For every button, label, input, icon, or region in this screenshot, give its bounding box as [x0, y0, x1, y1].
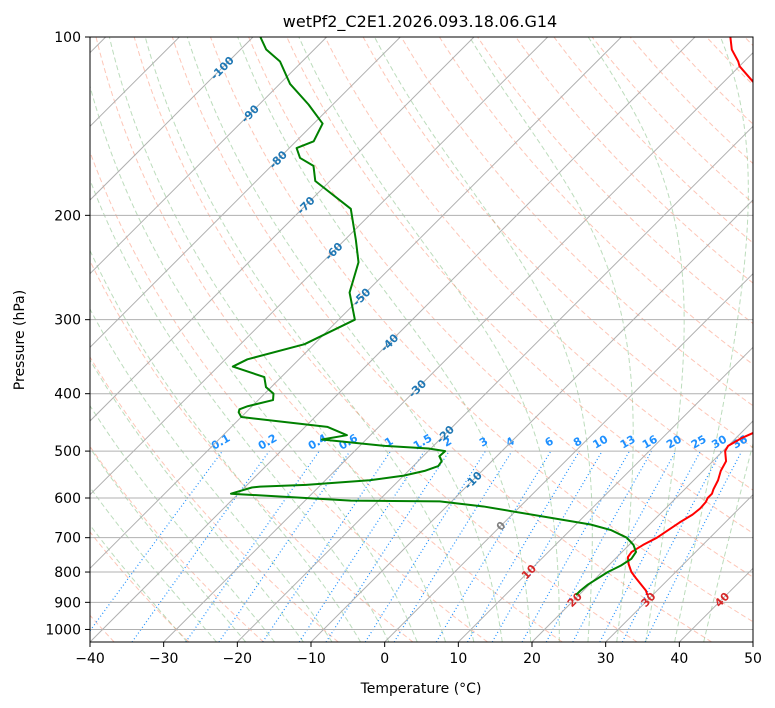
isotherm-line	[90, 37, 549, 496]
moist-adiabat	[469, 37, 634, 642]
dry-adiabat	[95, 37, 563, 642]
y-axis-label: Pressure (hPa)	[12, 290, 28, 390]
moist-adiabat	[674, 37, 749, 642]
x-tick-label: 20	[523, 651, 541, 667]
dry-adiabat	[90, 356, 339, 642]
y-tick-label: 400	[54, 387, 81, 403]
isotherm-line	[90, 37, 622, 570]
chart-title: wetPf2_C2E1.2026.093.18.06.G14	[283, 12, 557, 32]
moist-adiabat	[90, 308, 333, 642]
isotherm-line	[163, 51, 753, 642]
isotherm-line	[384, 272, 753, 642]
x-tick-label: 10	[449, 651, 467, 667]
dry-adiabat	[553, 37, 753, 244]
dry-adiabat	[324, 37, 753, 491]
x-tick-label: −40	[75, 651, 105, 667]
isotherm-line	[605, 493, 753, 642]
y-tick-label: 1000	[45, 622, 81, 638]
moist-adiabat	[374, 37, 593, 642]
isotherm-line	[90, 37, 254, 201]
dry-adiabat	[90, 259, 414, 642]
temperature-profile	[626, 37, 753, 596]
mixing-ratio-line	[644, 450, 743, 642]
mixing-ratio-line	[521, 450, 631, 642]
mixing-ratio-line	[90, 450, 223, 632]
mixing-ratio-line	[621, 450, 722, 642]
dry-adiabat	[90, 150, 488, 642]
x-axis: −40 −30 −20 −10 0 10 20 30 40 50	[75, 642, 762, 667]
y-tick-label: 200	[54, 208, 81, 224]
dry-adiabat	[90, 531, 190, 642]
moist-adiabat	[186, 37, 503, 642]
dry-adiabat	[133, 37, 638, 642]
x-tick-label: −20	[223, 651, 253, 667]
mixing-ratio-line	[131, 450, 270, 642]
x-axis-label: Temperature (°C)	[360, 681, 482, 697]
mixing-ratio-line	[545, 450, 653, 642]
isotherm-line	[90, 37, 401, 349]
dry-adiabat	[286, 37, 753, 534]
x-tick-label: 40	[670, 651, 688, 667]
y-axis: 100 200 300 400 500 600 700 800 900 1000	[45, 30, 90, 638]
x-tick-label: −30	[149, 651, 179, 667]
isotherm-line	[531, 420, 753, 642]
isotherm-line	[90, 37, 328, 275]
dry-adiabat	[400, 37, 753, 407]
dewpoint-profile	[229, 37, 638, 596]
mixing-ratio-line	[364, 450, 486, 642]
moist-adiabat	[90, 404, 276, 642]
dry-adiabat	[210, 37, 753, 623]
dry-adiabat	[171, 37, 712, 642]
moist-adiabat	[144, 37, 475, 642]
y-tick-label: 100	[54, 30, 81, 46]
plot-frame	[89, 36, 754, 643]
dry-adiabat	[248, 37, 753, 578]
y-tick-label: 900	[54, 595, 81, 611]
y-tick-label: 700	[54, 531, 81, 547]
isotherm-line	[90, 37, 475, 422]
mixing-ratio-line	[325, 450, 450, 642]
x-tick-label: 50	[744, 651, 762, 667]
moist-adiabat	[108, 37, 447, 642]
mixing-ratio-line	[185, 450, 320, 642]
mixing-ratio-line	[572, 450, 677, 642]
isotherm-line	[236, 125, 753, 642]
moist-adiabat	[587, 37, 685, 642]
moist-adiabat	[90, 178, 390, 642]
isotherm-line	[310, 199, 753, 642]
moist-adiabat	[90, 447, 247, 642]
moist-adiabat	[703, 441, 753, 642]
y-tick-label: 600	[54, 491, 81, 507]
y-tick-label: 800	[54, 565, 81, 581]
isotherm-line	[90, 37, 696, 642]
x-tick-label: 0	[380, 651, 389, 667]
y-tick-label: 300	[54, 313, 81, 329]
plot-area: 0.10.20.40.611.52346810131620253036-100-…	[90, 37, 753, 642]
y-tick-label: 500	[54, 444, 81, 460]
dry-adiabat	[477, 37, 753, 325]
isotherm-line	[457, 346, 753, 642]
dry-adiabat	[439, 37, 753, 366]
x-tick-label: −10	[296, 651, 326, 667]
x-tick-label: 30	[597, 651, 615, 667]
mixing-ratio-line	[599, 450, 702, 642]
dry-adiabat	[591, 37, 753, 204]
